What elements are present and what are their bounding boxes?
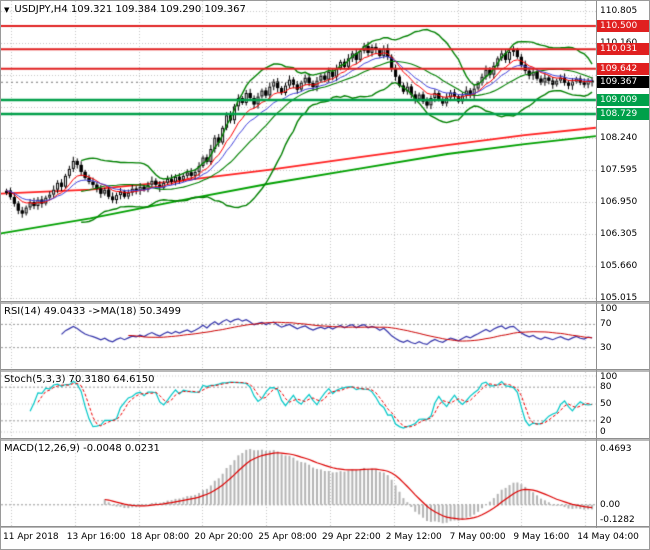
price-badge-current: 109.367 — [597, 76, 649, 89]
chart-title-text: USDJPY,H4 109.321 109.384 109.290 109.36… — [14, 4, 246, 15]
price-axis-label: 110.805 — [600, 6, 638, 16]
price-axis-label: 107.595 — [600, 165, 638, 176]
time-axis-label: 7 May 00:00 — [449, 532, 506, 542]
rsi-axis-label: 30 — [600, 342, 612, 353]
rsi-canvas[interactable] — [1, 304, 649, 369]
rsi-panel: RSI(14) 49.0433 ->MA(18) 50.3499 100 70 30 — [1, 304, 649, 369]
symbol-marker-icon: ▼ — [4, 5, 10, 14]
stochastic-axis-label: 20 — [600, 415, 612, 426]
price-badge-resistance: 109.642 — [597, 62, 649, 75]
time-axis[interactable]: 11 Apr 2018 13 Apr 16:00 18 Apr 08:00 20 Ap… — [1, 528, 649, 549]
rsi-axis-label: 70 — [600, 319, 612, 330]
macd-axis-label: 0.4693 — [600, 444, 632, 454]
panel-separator[interactable] — [1, 526, 649, 528]
stochastic-canvas[interactable] — [1, 372, 649, 438]
stochastic-axis-label: 50 — [600, 399, 612, 409]
price-badge-support: 109.009 — [597, 94, 649, 107]
price-badge-support: 108.729 — [597, 107, 649, 120]
price-axis-label: 105.660 — [600, 261, 638, 272]
price-axis-label: 105.015 — [600, 293, 638, 303]
stochastic-panel: Stoch(5,3,3) 70.3180 64.6150 100 80 50 20 0 — [1, 372, 649, 438]
macd-canvas[interactable] — [1, 441, 649, 526]
stochastic-label: Stoch(5,3,3) 70.3180 64.6150 — [4, 374, 155, 385]
macd-axis-label: -0.1282 — [600, 515, 635, 525]
price-axis-label: 108.240 — [600, 133, 638, 144]
price-axis-label: 110.160 — [600, 38, 637, 48]
price-badge-resistance: 110.031 — [597, 43, 649, 56]
time-axis-label: 9 May 16:00 — [513, 532, 570, 542]
price-badge-resistance: 110.500 — [597, 20, 649, 33]
time-axis-label: 14 May 04:00 — [577, 532, 639, 542]
macd-panel: MACD(12,26,9) -0.0048 0.0231 0.4693 0.00 -… — [1, 441, 649, 526]
time-axis-label: 18 Apr 08:00 — [130, 532, 190, 542]
panel-separator[interactable] — [1, 301, 649, 304]
stochastic-axis-label: 80 — [600, 382, 612, 393]
time-axis-label: 13 Apr 16:00 — [66, 532, 126, 542]
time-axis-label: 2 May 12:00 — [385, 532, 442, 542]
main-chart-panel: ▼ USDJPY,H4 109.321 109.384 109.290 109.… — [1, 1, 649, 303]
time-axis-label: 20 Apr 20:00 — [194, 532, 254, 542]
time-axis-label: 11 Apr 2018 — [3, 532, 59, 542]
stochastic-axis-label: 100 — [600, 372, 618, 382]
macd-label: MACD(12,26,9) -0.0048 0.0231 — [4, 443, 160, 454]
time-axis-label: 25 Apr 08:00 — [258, 532, 317, 542]
axis-divider-line — [596, 1, 597, 528]
main-chart-canvas[interactable] — [1, 1, 649, 301]
chart-title: ▼ USDJPY,H4 109.321 109.384 109.290 109.… — [4, 4, 246, 15]
rsi-axis-label: 100 — [600, 304, 618, 314]
price-axis-label: 106.950 — [600, 197, 638, 208]
time-axis-label: 29 Apr 22:00 — [322, 532, 381, 542]
macd-axis-label: 0.00 — [600, 499, 621, 510]
rsi-label: RSI(14) 49.0433 ->MA(18) 50.3499 — [4, 306, 181, 317]
panel-separator[interactable] — [1, 369, 649, 372]
panel-separator[interactable] — [1, 438, 649, 441]
stochastic-axis-label: 0 — [600, 427, 606, 437]
price-axis-label: 106.305 — [600, 229, 638, 240]
